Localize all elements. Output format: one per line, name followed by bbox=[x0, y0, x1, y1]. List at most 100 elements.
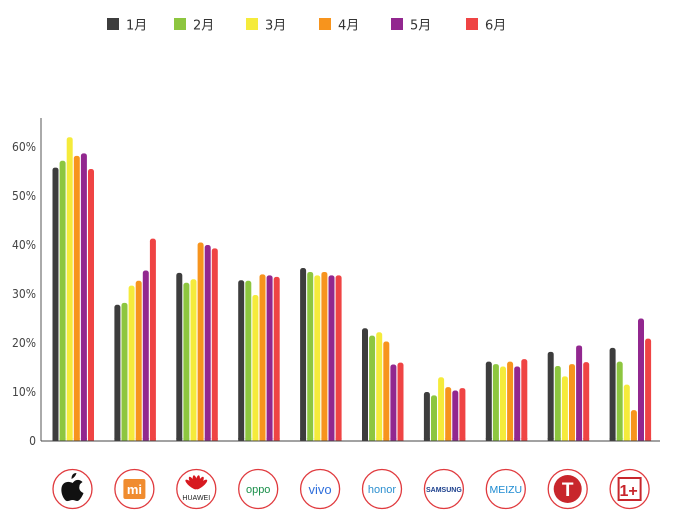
bar-base bbox=[245, 438, 252, 441]
bar-base bbox=[197, 438, 204, 441]
bar bbox=[383, 341, 390, 441]
oppo-text: oppo bbox=[246, 484, 270, 496]
logo-circle bbox=[609, 468, 650, 510]
bar-base bbox=[59, 438, 66, 441]
legend-swatch bbox=[246, 18, 258, 30]
y-tick-label: 20% bbox=[12, 336, 36, 350]
bar bbox=[52, 167, 59, 441]
meizu-text: MEIZU bbox=[489, 484, 522, 496]
bar-base bbox=[645, 438, 652, 441]
legend-swatch bbox=[391, 18, 403, 30]
bar bbox=[561, 376, 568, 441]
bar-base bbox=[190, 438, 197, 441]
bar-base bbox=[259, 438, 266, 441]
bar bbox=[321, 271, 328, 441]
legend-swatch bbox=[466, 18, 478, 30]
bar bbox=[59, 160, 66, 441]
bar bbox=[245, 280, 252, 441]
bar-base bbox=[149, 438, 156, 441]
bar-base bbox=[321, 438, 328, 441]
bar-base bbox=[183, 438, 190, 441]
bar-base bbox=[52, 438, 59, 441]
legend-label: 2月 bbox=[193, 19, 214, 34]
bar bbox=[307, 271, 314, 441]
bar-base bbox=[300, 438, 307, 441]
bar-base bbox=[369, 438, 376, 441]
bar-base bbox=[569, 438, 575, 441]
bar-base bbox=[500, 438, 506, 441]
bar-base bbox=[521, 438, 528, 441]
bar bbox=[445, 387, 452, 441]
bar-base bbox=[514, 438, 521, 441]
legend-label: 3月 bbox=[265, 19, 286, 34]
bar-base bbox=[335, 438, 342, 441]
bar-base bbox=[616, 438, 623, 441]
bar bbox=[80, 153, 87, 441]
bar-base bbox=[128, 438, 135, 441]
bar-base bbox=[485, 438, 492, 441]
oneplus-icon-text: 1+ bbox=[619, 483, 637, 500]
bar-base bbox=[390, 438, 397, 441]
bar bbox=[183, 282, 190, 441]
bar bbox=[576, 345, 583, 441]
bar-base bbox=[362, 438, 368, 441]
bar bbox=[369, 335, 376, 441]
logo-circle bbox=[485, 468, 526, 510]
bars bbox=[52, 137, 652, 442]
smartisan-icon-bg bbox=[553, 475, 582, 503]
apple-icon bbox=[61, 479, 84, 502]
oneplus-icon-box bbox=[617, 477, 642, 501]
bar bbox=[128, 285, 135, 441]
bar bbox=[638, 318, 644, 441]
y-tick-label: 40% bbox=[12, 238, 36, 252]
samsung-text: SAMSUNG bbox=[426, 487, 462, 494]
bar bbox=[66, 137, 73, 441]
y-axis: 0 10% 20% 30% 40% 50% 60% bbox=[12, 118, 42, 448]
bar bbox=[438, 377, 445, 441]
bar bbox=[423, 392, 430, 441]
bar-base bbox=[73, 438, 80, 441]
bar bbox=[390, 364, 397, 441]
bar-base bbox=[204, 438, 211, 441]
bar-base bbox=[273, 438, 280, 441]
bar bbox=[514, 366, 521, 441]
brand-logo-apple bbox=[52, 468, 93, 510]
bar bbox=[521, 359, 528, 441]
legend-label: 6月 bbox=[485, 19, 506, 34]
y-tick-label: 50% bbox=[12, 189, 36, 203]
bar bbox=[362, 328, 368, 441]
brand-logos: mi HUAWEI oppo vivo honor SAMSUNG MEIZU T 1+ bbox=[52, 468, 650, 510]
bar bbox=[485, 361, 492, 441]
bar bbox=[623, 384, 630, 441]
bar-base bbox=[576, 438, 583, 441]
brand-logo-oppo: oppo bbox=[238, 468, 279, 510]
bar bbox=[500, 366, 506, 441]
bar bbox=[569, 364, 575, 441]
brand-logo-vivo: vivo bbox=[299, 468, 341, 510]
brand-logo-oneplus: 1+ bbox=[609, 468, 650, 510]
bar bbox=[609, 347, 616, 441]
bar bbox=[73, 155, 80, 441]
apple-icon-leaf bbox=[71, 473, 77, 479]
y-tick-label: 10% bbox=[12, 385, 36, 399]
legend-swatch bbox=[174, 18, 186, 30]
legend-label: 5月 bbox=[410, 19, 431, 34]
bar bbox=[197, 242, 204, 441]
bar-base bbox=[638, 438, 644, 441]
bar bbox=[452, 390, 459, 441]
logo-circle bbox=[361, 468, 403, 510]
bar-base bbox=[135, 438, 142, 441]
smartisan-icon-text: T bbox=[562, 480, 574, 501]
bar bbox=[149, 238, 156, 441]
y-tick-label: 60% bbox=[12, 140, 36, 154]
bar bbox=[492, 364, 499, 441]
bar bbox=[616, 361, 623, 441]
legend-swatch bbox=[107, 18, 119, 30]
bar-base bbox=[121, 438, 128, 441]
mi-icon-text: mi bbox=[127, 482, 142, 497]
bar-base bbox=[176, 438, 183, 441]
bar-base bbox=[507, 438, 514, 441]
bar-base bbox=[423, 438, 430, 441]
bar-base bbox=[252, 438, 259, 441]
